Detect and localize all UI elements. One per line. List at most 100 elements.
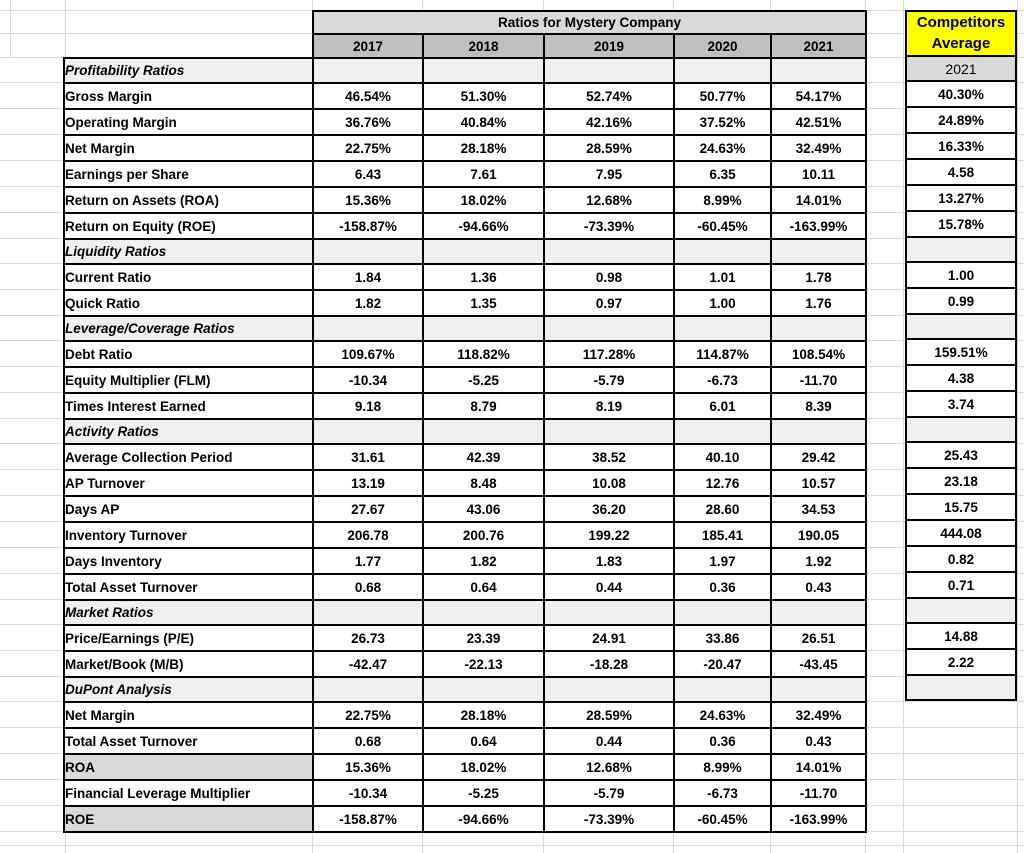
value-cell[interactable]: 1.01 [673, 263, 772, 291]
value-cell[interactable]: -158.87% [312, 805, 424, 833]
value-cell[interactable]: 28.60 [673, 495, 772, 523]
section-blank-cell[interactable] [769, 57, 868, 84]
value-cell[interactable]: -5.79 [543, 366, 675, 394]
competitor-value-cell[interactable]: 159.51% [905, 340, 1017, 366]
section-blank-cell[interactable] [769, 599, 868, 626]
year-header-cell[interactable]: 2018 [422, 33, 545, 59]
competitor-value-cell[interactable]: 2.22 [905, 650, 1017, 676]
value-cell[interactable]: 1.77 [312, 547, 424, 575]
value-cell[interactable]: 1.82 [422, 547, 545, 575]
value-cell[interactable]: 54.17% [769, 82, 868, 110]
value-cell[interactable]: 1.00 [673, 289, 772, 317]
competitor-value-cell[interactable]: 0.99 [905, 289, 1017, 315]
value-cell[interactable]: 40.10 [673, 443, 772, 471]
section-blank-cell[interactable] [673, 418, 772, 445]
value-cell[interactable]: 0.44 [543, 727, 675, 755]
section-blank-cell[interactable] [543, 57, 675, 84]
section-blank-cell[interactable] [673, 238, 772, 265]
value-cell[interactable]: 8.19 [543, 392, 675, 420]
row-label-cell[interactable]: Days AP [63, 495, 314, 523]
value-cell[interactable]: 109.67% [312, 340, 424, 368]
value-cell[interactable]: -11.70 [769, 366, 868, 394]
value-cell[interactable]: -6.73 [673, 366, 772, 394]
section-blank-cell[interactable] [673, 676, 772, 703]
section-label-cell[interactable]: Market Ratios [63, 599, 314, 626]
competitor-value-cell[interactable]: 16.33% [905, 134, 1017, 160]
competitors-section-blank-cell[interactable] [905, 599, 1017, 624]
section-label-cell[interactable]: Leverage/Coverage Ratios [63, 315, 314, 342]
value-cell[interactable]: 206.78 [312, 521, 424, 549]
value-cell[interactable]: -163.99% [769, 805, 868, 833]
value-cell[interactable]: 32.49% [769, 701, 868, 729]
value-cell[interactable]: 114.87% [673, 340, 772, 368]
competitor-value-cell[interactable]: 15.75 [905, 495, 1017, 521]
value-cell[interactable]: 18.02% [422, 753, 545, 781]
value-cell[interactable]: -20.47 [673, 650, 772, 678]
section-blank-cell[interactable] [422, 676, 545, 703]
value-cell[interactable]: -5.25 [422, 366, 545, 394]
value-cell[interactable]: 1.92 [769, 547, 868, 575]
section-blank-cell[interactable] [543, 599, 675, 626]
value-cell[interactable]: 1.83 [543, 547, 675, 575]
competitor-value-cell[interactable]: 0.82 [905, 547, 1017, 573]
value-cell[interactable]: 0.36 [673, 727, 772, 755]
section-blank-cell[interactable] [543, 676, 675, 703]
value-cell[interactable]: 13.19 [312, 469, 424, 497]
competitor-value-cell[interactable]: 24.89% [905, 108, 1017, 134]
value-cell[interactable]: 28.59% [543, 701, 675, 729]
row-label-cell[interactable]: ROA [63, 753, 314, 781]
value-cell[interactable]: 0.44 [543, 573, 675, 601]
value-cell[interactable]: 8.79 [422, 392, 545, 420]
section-label-cell[interactable]: DuPont Analysis [63, 676, 314, 703]
competitors-average-header-cell[interactable]: Competitors Average [905, 10, 1017, 57]
value-cell[interactable]: 28.59% [543, 134, 675, 162]
value-cell[interactable]: 118.82% [422, 340, 545, 368]
value-cell[interactable]: -60.45% [673, 805, 772, 833]
row-label-cell[interactable]: Days Inventory [63, 547, 314, 575]
value-cell[interactable]: -18.28 [543, 650, 675, 678]
value-cell[interactable]: -10.34 [312, 779, 424, 807]
value-cell[interactable]: -163.99% [769, 212, 868, 240]
section-blank-cell[interactable] [312, 315, 424, 342]
row-label-cell[interactable]: Average Collection Period [63, 443, 314, 471]
section-blank-cell[interactable] [543, 418, 675, 445]
value-cell[interactable]: 8.39 [769, 392, 868, 420]
row-label-cell[interactable]: Total Asset Turnover [63, 573, 314, 601]
value-cell[interactable]: 199.22 [543, 521, 675, 549]
section-blank-cell[interactable] [422, 315, 545, 342]
value-cell[interactable]: 7.61 [422, 160, 545, 188]
value-cell[interactable]: -94.66% [422, 805, 545, 833]
value-cell[interactable]: 6.43 [312, 160, 424, 188]
value-cell[interactable]: 10.11 [769, 160, 868, 188]
year-header-cell[interactable]: 2019 [543, 33, 675, 59]
competitor-value-cell[interactable]: 23.18 [905, 469, 1017, 495]
value-cell[interactable]: -5.25 [422, 779, 545, 807]
section-label-cell[interactable]: Profitability Ratios [63, 57, 314, 84]
value-cell[interactable]: -10.34 [312, 366, 424, 394]
year-header-cell[interactable]: 2021 [769, 33, 868, 59]
value-cell[interactable]: 18.02% [422, 186, 545, 214]
value-cell[interactable]: 9.18 [312, 392, 424, 420]
section-blank-cell[interactable] [673, 315, 772, 342]
value-cell[interactable]: 6.35 [673, 160, 772, 188]
value-cell[interactable]: 117.28% [543, 340, 675, 368]
year-header-cell[interactable]: 2020 [673, 33, 772, 59]
value-cell[interactable]: 0.97 [543, 289, 675, 317]
value-cell[interactable]: -73.39% [543, 212, 675, 240]
value-cell[interactable]: 24.91 [543, 624, 675, 652]
value-cell[interactable]: 46.54% [312, 82, 424, 110]
value-cell[interactable]: 36.76% [312, 108, 424, 136]
value-cell[interactable]: 37.52% [673, 108, 772, 136]
value-cell[interactable]: -6.73 [673, 779, 772, 807]
value-cell[interactable]: 28.18% [422, 701, 545, 729]
section-blank-cell[interactable] [312, 676, 424, 703]
table-title-cell[interactable]: Ratios for Mystery Company [311, 10, 868, 35]
section-blank-cell[interactable] [422, 599, 545, 626]
row-label-cell[interactable]: Return on Equity (ROE) [63, 212, 314, 240]
section-blank-cell[interactable] [543, 238, 675, 265]
value-cell[interactable]: 24.63% [673, 701, 772, 729]
section-blank-cell[interactable] [312, 599, 424, 626]
section-blank-cell[interactable] [422, 418, 545, 445]
row-label-cell[interactable]: Market/Book (M/B) [63, 650, 314, 678]
value-cell[interactable]: 38.52 [543, 443, 675, 471]
